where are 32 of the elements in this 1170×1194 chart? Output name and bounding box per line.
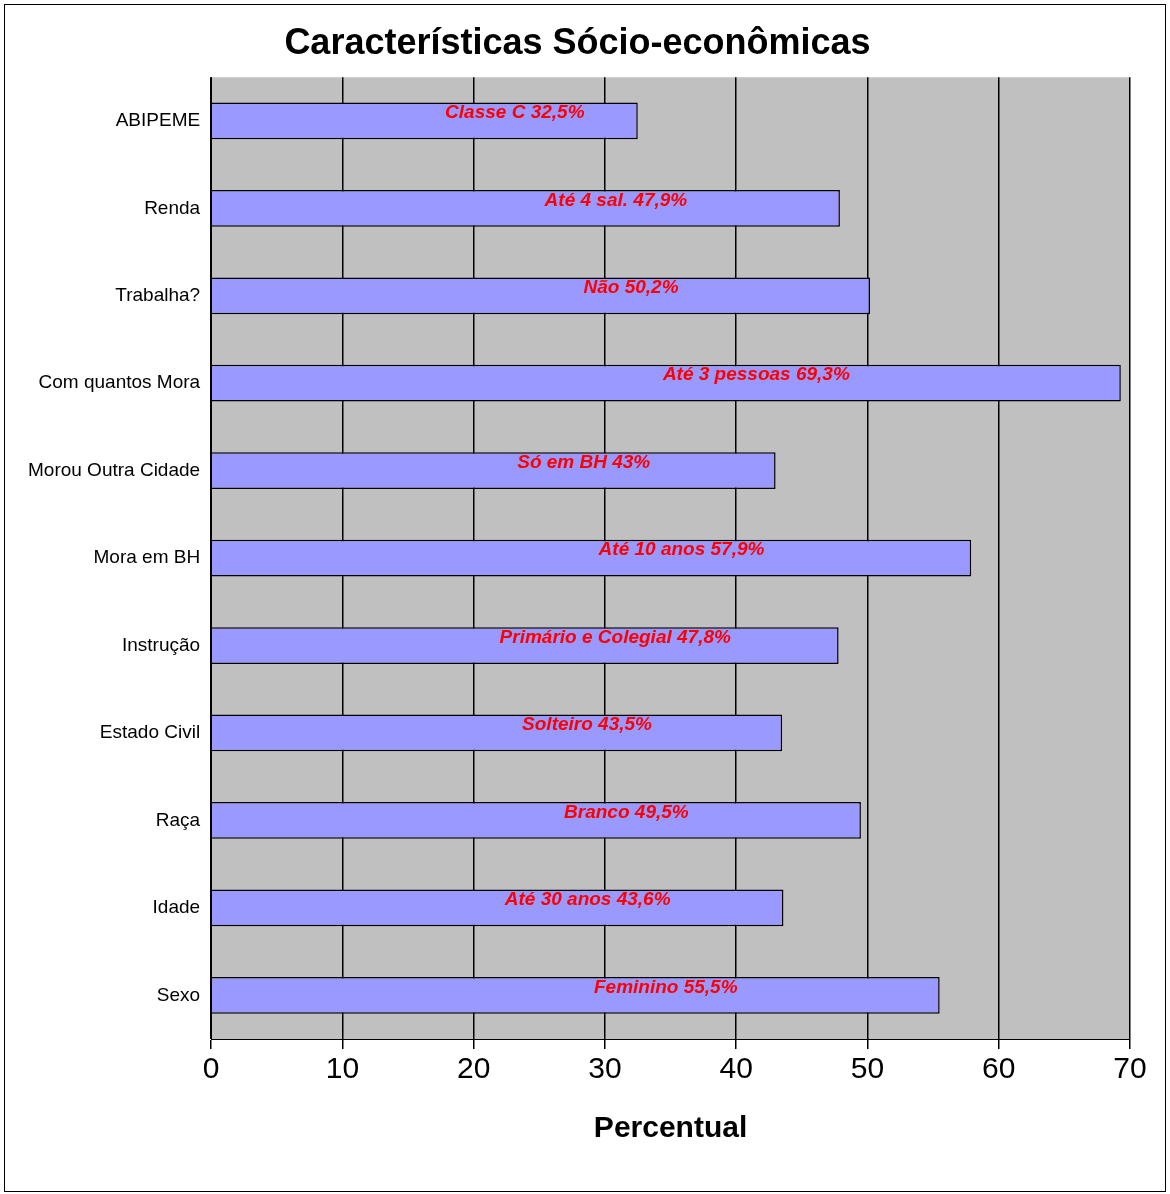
y-tick-label: Mora em BH — [93, 546, 201, 568]
y-tick-label: Raça — [155, 808, 201, 830]
data-label: Solteiro 43,5% — [522, 713, 653, 735]
x-tick-label: 50 — [850, 1051, 885, 1085]
y-tick-label: Renda — [144, 196, 201, 218]
x-tick-label: 40 — [719, 1051, 753, 1085]
data-label: Até 3 pessoas 69,3% — [661, 363, 850, 385]
data-label: Até 10 anos 57,9% — [597, 538, 765, 560]
data-label: Primário e Colegial 47,8% — [499, 625, 731, 647]
y-tick-label: Trabalha? — [115, 284, 201, 306]
y-tick-label: Idade — [152, 896, 201, 918]
data-label: Classe C 32,5% — [445, 101, 585, 123]
data-label: Branco 49,5% — [564, 800, 689, 822]
x-tick-label: 60 — [982, 1051, 1016, 1085]
y-tick-label: Estado Civil — [99, 721, 201, 743]
data-label: Só em BH 43% — [517, 450, 651, 472]
data-label: Feminino 55,5% — [593, 975, 738, 997]
x-tick-label: 70 — [1113, 1051, 1147, 1085]
chart-title: Características Sócio-econômicas — [284, 20, 871, 62]
x-tick-label: 0 — [202, 1051, 220, 1085]
data-label: Até 30 anos 43,6% — [503, 888, 671, 910]
data-label: Não 50,2% — [583, 276, 679, 298]
data-label: Até 4 sal. 47,9% — [543, 188, 688, 210]
y-tick-label: Sexo — [156, 983, 201, 1005]
x-tick-label: 10 — [325, 1051, 360, 1085]
x-tick-label: 20 — [456, 1051, 491, 1085]
y-tick-label: Morou Outra Cidade — [27, 458, 201, 480]
x-axis-title: Percentual — [593, 1110, 748, 1144]
y-tick-label: ABIPEME — [115, 109, 201, 131]
y-tick-label: Instrução — [121, 633, 201, 655]
y-tick-label: Com quantos Mora — [38, 371, 201, 393]
x-tick-label: 30 — [588, 1051, 622, 1085]
